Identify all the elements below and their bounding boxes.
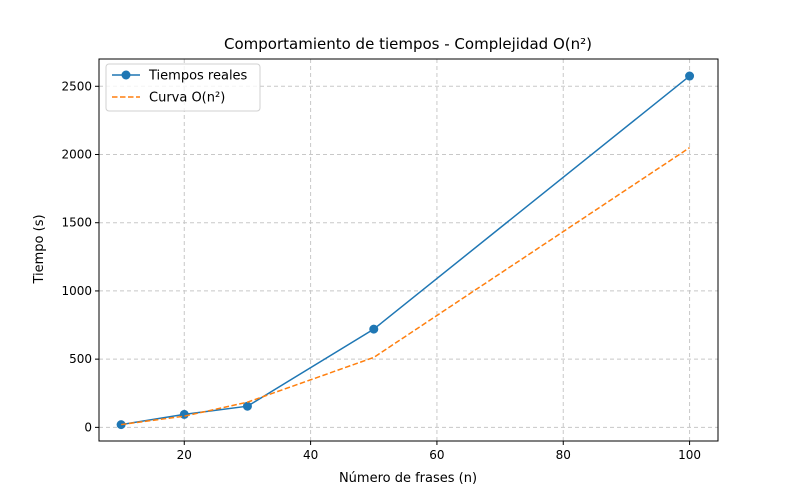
legend-label: Tiempos reales [148, 69, 248, 84]
y-axis-label: Tiempo (s) [32, 214, 47, 284]
x-tick-label: 60 [429, 448, 444, 462]
y-tick-label: 2500 [61, 79, 92, 93]
data-point [369, 324, 379, 334]
legend-swatch-marker [121, 70, 131, 80]
y-tick-label: 2000 [61, 148, 92, 162]
data-point [242, 401, 252, 411]
legend: Tiempos reales Curva O(n²) [105, 63, 261, 112]
data-point [179, 409, 189, 419]
y-tick-label: 500 [69, 352, 92, 366]
legend-label: Curva O(n²) [149, 91, 225, 106]
data-point [685, 71, 695, 81]
plot-frame [98, 58, 719, 442]
x-axis: 20 40 60 80 100 [177, 441, 701, 462]
y-tick-label: 1000 [61, 284, 92, 298]
x-tick-label: 20 [177, 448, 192, 462]
x-axis-label: Número de frases (n) [339, 471, 477, 486]
series-line-1 [120, 75, 691, 426]
y-tick-label: 0 [84, 420, 92, 434]
chart-title: Comportamiento de tiempos - Complejidad … [224, 35, 592, 53]
y-tick-label: 1500 [61, 216, 92, 230]
x-tick-label: 40 [303, 448, 318, 462]
y-axis: 0 500 1000 1500 2000 2500 [61, 79, 99, 434]
legend-box [105, 63, 261, 112]
x-tick-label: 80 [556, 448, 571, 462]
series-line-2 [121, 147, 690, 426]
data-point [116, 420, 126, 430]
series-layer [116, 71, 695, 430]
grid [99, 59, 718, 441]
x-tick-label: 100 [678, 448, 701, 462]
